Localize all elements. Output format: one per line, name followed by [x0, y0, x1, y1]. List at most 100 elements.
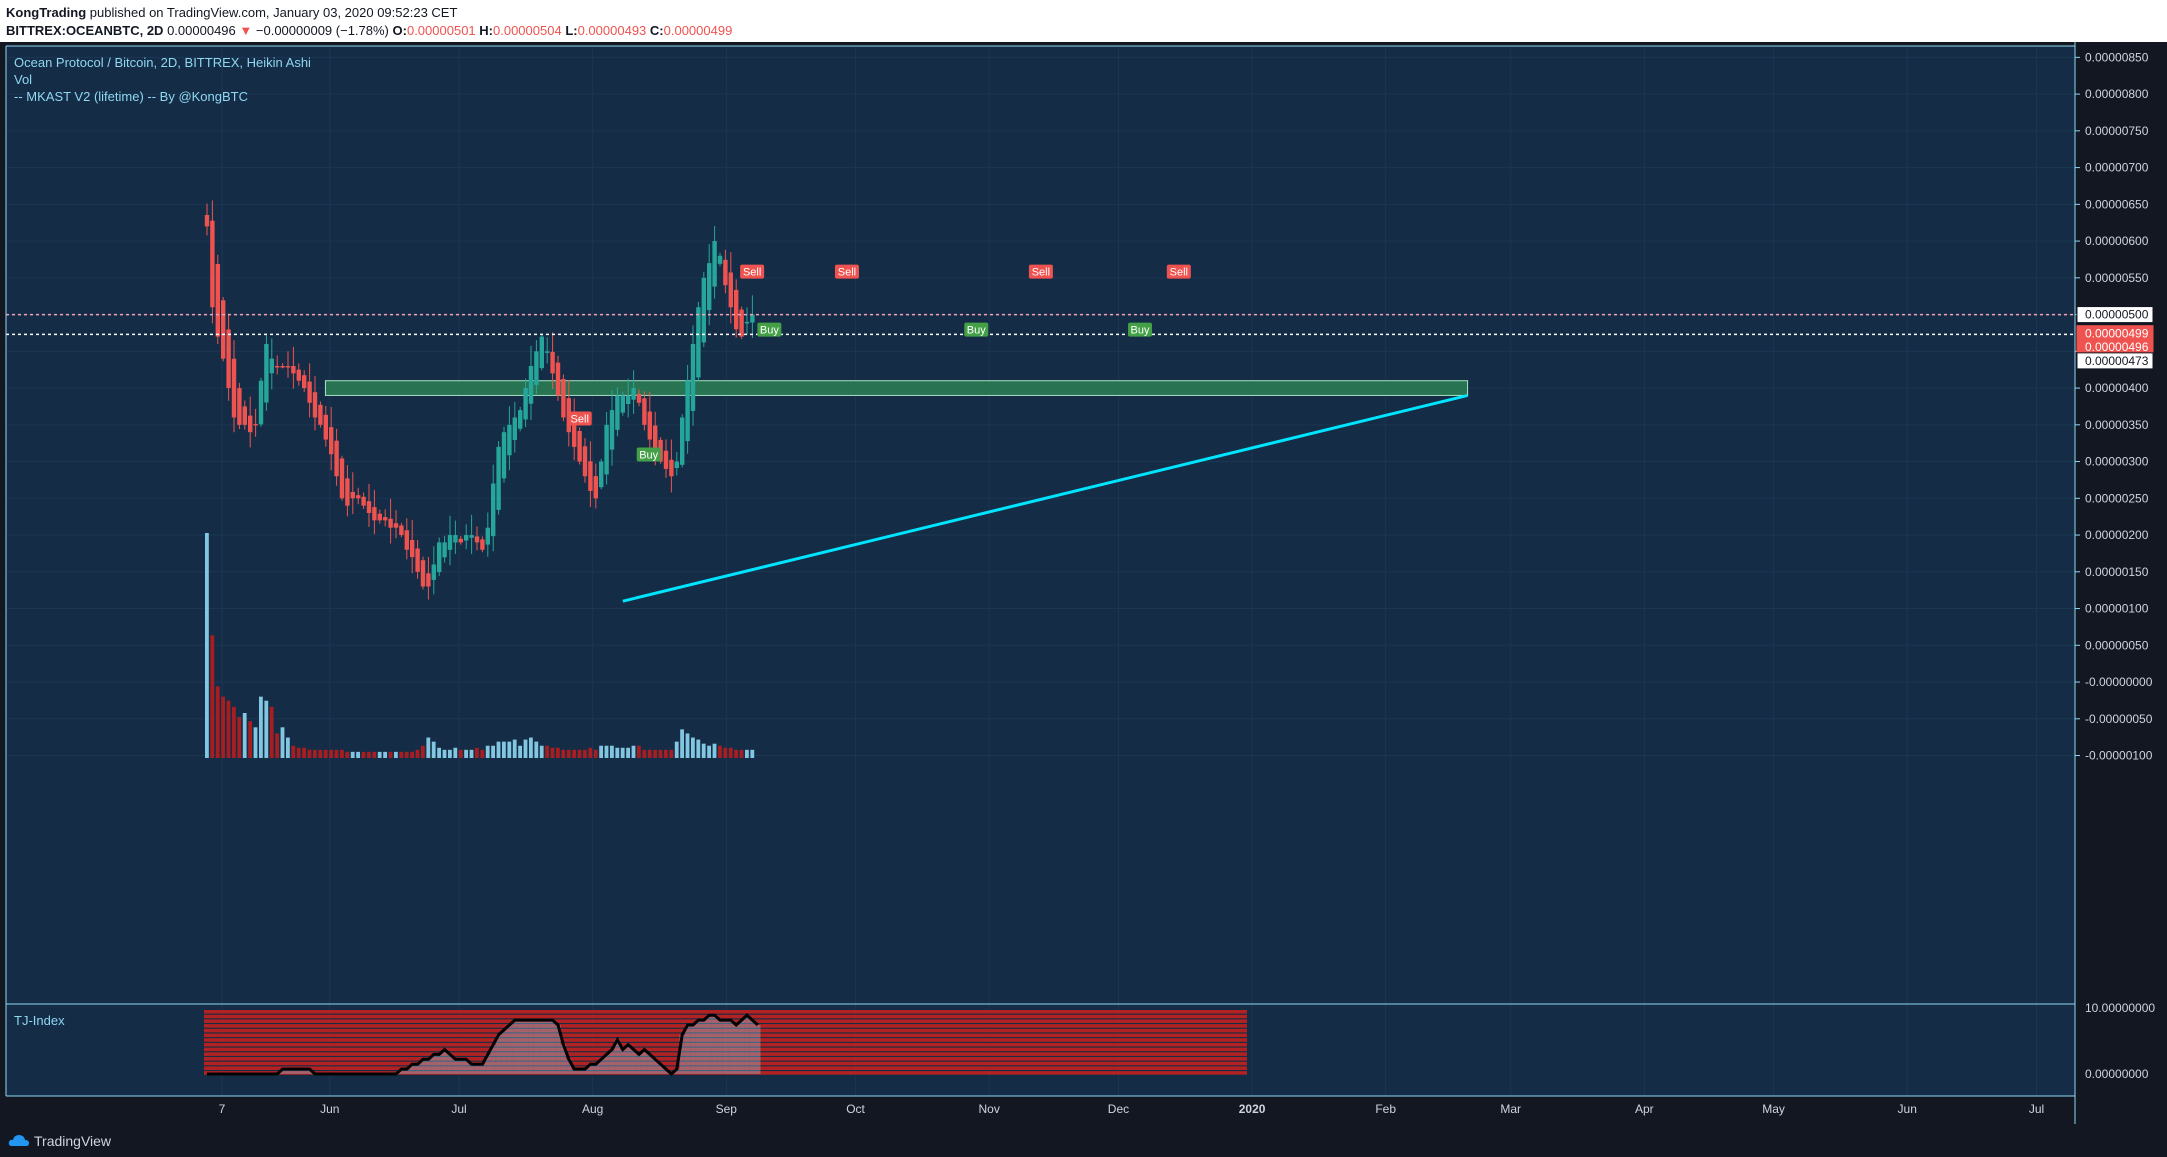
tj-fill — [447, 1054, 453, 1074]
volume-bar — [329, 749, 333, 758]
volume-bar — [296, 747, 301, 758]
tj-fill — [576, 1069, 583, 1074]
published-text: published on TradingView.com, January 03… — [89, 5, 458, 20]
volume-bar — [286, 737, 290, 758]
tj-band — [204, 1028, 1247, 1033]
time-tick-label: Jul — [451, 1102, 466, 1116]
tj-fill — [398, 1069, 405, 1074]
tj-fill — [614, 1039, 621, 1074]
candle-body — [534, 351, 539, 385]
price-tick-label: 0.00000200 — [2085, 528, 2149, 542]
author[interactable]: KongTrading — [6, 5, 87, 20]
legend-indicator: -- MKAST V2 (lifetime) -- By @KongBTC — [14, 89, 248, 104]
tj-band — [204, 1066, 1247, 1070]
candle-body — [474, 536, 480, 543]
candle-body — [237, 388, 242, 425]
volume-bar — [275, 733, 279, 758]
volume-bar — [377, 751, 382, 758]
time-tick-label: Aug — [582, 1102, 603, 1116]
volume-bar — [664, 749, 668, 758]
sell-signal — [1028, 264, 1053, 279]
candle-body — [404, 530, 409, 550]
tj-fill — [571, 1069, 577, 1074]
chart-canvas[interactable]: Sell Sell Sell Sell Sell Buy Buy Buy Buy 0.00000… — [0, 42, 2167, 1124]
volume-bar — [583, 749, 587, 758]
footer: TradingView — [0, 1124, 2167, 1157]
volume-bar — [696, 739, 701, 758]
volume-bar — [340, 749, 344, 758]
volume-bar — [518, 745, 522, 758]
volume-bar — [388, 751, 393, 758]
sell-signal — [567, 411, 592, 426]
volume-bar — [610, 745, 614, 758]
candle-body — [312, 392, 318, 418]
tj-fill — [749, 1020, 756, 1074]
candle-body — [674, 461, 679, 469]
signal-text: Sell — [838, 267, 856, 279]
price-tick-label: -0.00000000 — [2085, 675, 2153, 689]
tj-fill — [506, 1025, 513, 1074]
tj-fill — [512, 1020, 518, 1074]
candle-body — [307, 381, 312, 403]
volume-bar — [334, 749, 339, 758]
sell-signal — [740, 264, 765, 279]
tj-fill — [425, 1059, 432, 1074]
candle-body — [631, 388, 636, 400]
candle-body — [215, 263, 220, 337]
tj-fill — [528, 1020, 534, 1074]
signal-text: Buy — [760, 325, 779, 337]
volume-bar — [512, 739, 517, 758]
candle-body — [507, 424, 512, 456]
tj-fill — [722, 1020, 729, 1074]
tj-band — [204, 1033, 1247, 1038]
volume-bar — [615, 747, 620, 758]
price-axis[interactable]: 0.00000850 0.00000800 0.00000750 0.00000700… — [5, 42, 2155, 1124]
volume-bar — [485, 745, 490, 758]
time-tick-label: Jun — [1898, 1102, 1917, 1116]
candle-body — [442, 542, 447, 558]
candle-body — [383, 517, 388, 521]
candle-body — [388, 518, 393, 528]
tj-band — [204, 1042, 1247, 1047]
tradingview-brand[interactable]: TradingView — [34, 1133, 112, 1149]
tj-fill — [555, 1025, 561, 1074]
tj-fill — [306, 1069, 313, 1074]
time-axis[interactable]: 7 Jun Jul Aug Sep Oct Nov Dec 2020 Feb Mar Apr May Ju… — [6, 1095, 2075, 1116]
candle-body — [615, 395, 620, 430]
price-tick-label: 0.00000850 — [2085, 50, 2149, 64]
time-tick-label: Nov — [979, 1102, 1000, 1116]
candle-body — [323, 414, 328, 440]
signal-text: Buy — [639, 450, 658, 462]
volume-bar — [566, 749, 571, 758]
volume-bar — [367, 751, 371, 758]
volume-bar — [653, 749, 657, 758]
tj-fill — [755, 1025, 761, 1074]
candle-body — [491, 483, 496, 537]
volume-bar — [453, 747, 458, 758]
volume-bar — [410, 751, 414, 758]
time-tick-label: Oct — [846, 1102, 865, 1116]
tj-fill — [728, 1020, 734, 1074]
time-tick-label: Dec — [1108, 1102, 1129, 1116]
signal-text: Sell — [1170, 267, 1188, 279]
indicator-tick-label: 10.00000000 — [2085, 1001, 2155, 1015]
candle-body — [717, 255, 723, 264]
volume-bar — [685, 733, 690, 758]
volume-bar — [502, 741, 506, 758]
tj-band — [204, 1061, 1247, 1066]
time-tick-label: 7 — [219, 1102, 226, 1116]
tj-fill — [620, 1049, 626, 1074]
tj-fill — [582, 1069, 588, 1074]
candle-body — [750, 314, 755, 323]
symbol: BITTREX:OCEANBTC, 2D — [6, 23, 164, 38]
volume-bar — [442, 749, 447, 758]
price-tick-label: 0.00000700 — [2085, 161, 2149, 175]
volume-bars — [205, 533, 755, 758]
volume-bar — [221, 696, 225, 758]
candle-body — [350, 492, 355, 499]
candle-body — [663, 450, 669, 469]
volume-bar — [691, 737, 695, 758]
tj-fill — [690, 1025, 696, 1074]
ascending-trendline — [622, 393, 1468, 603]
candle-body — [528, 366, 534, 404]
